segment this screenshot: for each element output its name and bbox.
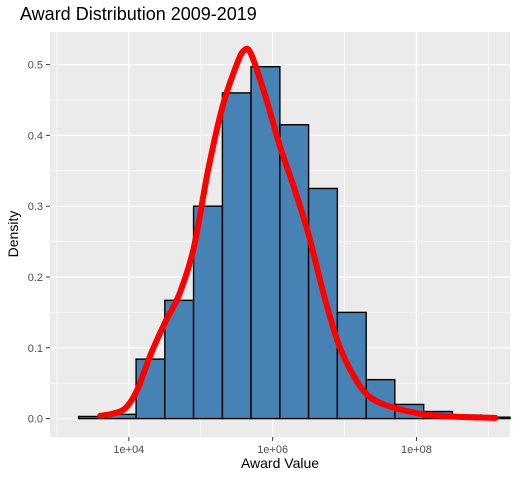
histogram-bar <box>250 65 281 420</box>
histogram-bar <box>307 187 339 420</box>
x-tick-label: 1e+06 <box>257 444 288 456</box>
y-axis-title: Density <box>5 211 21 258</box>
x-tick-label: 1e+04 <box>113 444 144 456</box>
y-tick-label: 0.5 <box>28 60 43 72</box>
histogram-bar <box>336 311 367 420</box>
y-tick-label: 0.0 <box>28 414 43 426</box>
chart-title: Award Distribution 2009-2019 <box>20 4 257 24</box>
y-tick-label: 0.4 <box>28 130 43 142</box>
histogram-bar <box>221 92 252 420</box>
histogram-bar <box>279 124 310 420</box>
y-tick-label: 0.3 <box>28 201 43 213</box>
y-axis: 0.0 0.1 0.2 0.3 0.4 0.5 <box>28 60 50 426</box>
x-axis-title: Award Value <box>241 455 319 471</box>
y-tick-label: 0.1 <box>28 343 43 355</box>
y-tick-label: 0.2 <box>28 272 43 284</box>
x-axis: 1e+04 1e+06 1e+08 <box>113 437 432 456</box>
density-curve-group <box>97 45 499 421</box>
density-curve <box>97 45 499 421</box>
x-tick-label: 1e+08 <box>401 444 432 456</box>
